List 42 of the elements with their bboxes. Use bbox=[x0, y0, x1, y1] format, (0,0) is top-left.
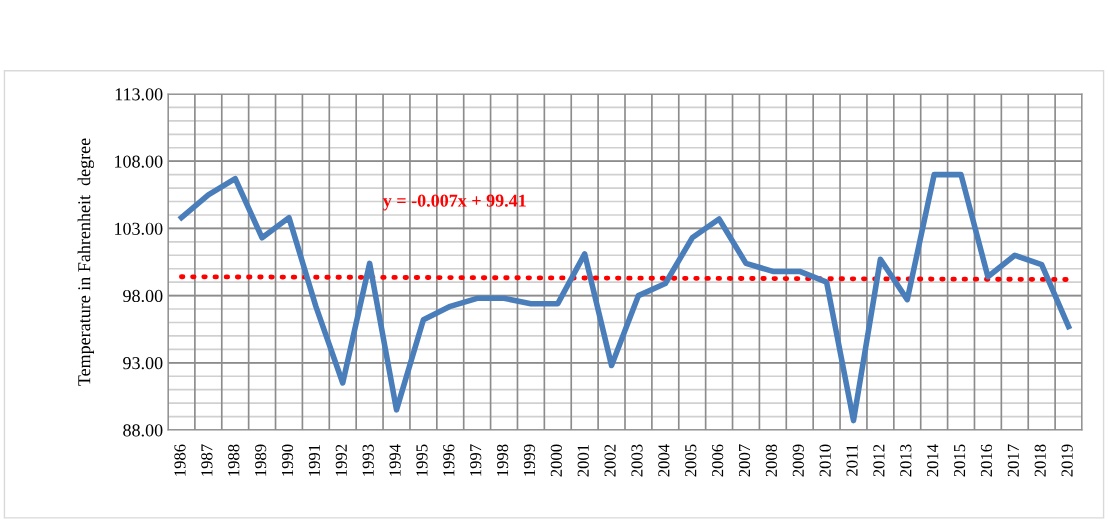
x-tick-label: 1992 bbox=[335, 444, 347, 476]
x-tick-label: 2009 bbox=[792, 444, 804, 477]
x-tick-label: 1998 bbox=[496, 444, 509, 476]
x-tick-label: 2018 bbox=[1034, 444, 1046, 477]
x-tick-label: 2000 bbox=[550, 444, 562, 477]
x-tick-label: 2013 bbox=[900, 444, 912, 477]
x-tick-label: 1986 bbox=[174, 444, 186, 476]
x-tick-label: 2008 bbox=[765, 444, 778, 477]
x-tick-label: 2001 bbox=[577, 444, 589, 477]
x-tick-label: 2015 bbox=[953, 444, 966, 477]
x-tick-label: 2005 bbox=[685, 444, 697, 477]
y-tick-label: 103.00 bbox=[115, 222, 163, 235]
x-tick-label: 2006 bbox=[712, 444, 724, 477]
x-tick-label: 1990 bbox=[281, 444, 294, 476]
y-tick-label: 113.00 bbox=[115, 88, 163, 101]
x-tick-label: 1997 bbox=[470, 444, 482, 476]
x-tick-label: 2017 bbox=[1007, 444, 1019, 477]
x-tick-label: 2012 bbox=[873, 444, 885, 477]
x-tick-label: 1999 bbox=[523, 444, 536, 476]
x-tick-label: 1987 bbox=[201, 444, 213, 476]
x-tick-label: 1996 bbox=[443, 444, 455, 476]
x-tick-label: 1988 bbox=[228, 444, 240, 476]
x-tick-label: 2011 bbox=[846, 444, 858, 476]
x-tick-label: 1993 bbox=[362, 444, 374, 476]
x-tick-label: 1989 bbox=[255, 444, 267, 476]
x-tick-label: 1994 bbox=[389, 444, 401, 476]
y-axis-title: Temperature in Fahrenheit degree bbox=[77, 138, 95, 386]
x-tick-label: 2010 bbox=[819, 444, 831, 477]
y-tick-label: 108.00 bbox=[115, 155, 163, 168]
y-tick-label: 93.00 bbox=[123, 357, 163, 370]
y-tick-label: 88.00 bbox=[123, 424, 163, 437]
y-tick-label: 98.00 bbox=[123, 289, 163, 303]
x-tick-label: 2019 bbox=[1061, 444, 1073, 477]
x-tick-label: 2003 bbox=[631, 444, 643, 477]
x-tick-label: 1991 bbox=[308, 444, 321, 476]
x-tick-label: 2014 bbox=[927, 444, 939, 477]
x-tick-label: 2004 bbox=[658, 444, 670, 477]
x-tick-label: 2007 bbox=[738, 444, 751, 477]
annotation: y = -0.007x + 99.41 bbox=[382, 194, 526, 211]
x-tick-label: 1995 bbox=[416, 444, 428, 476]
x-tick-label: 2016 bbox=[980, 444, 993, 477]
x-tick-label: 2002 bbox=[604, 444, 616, 477]
